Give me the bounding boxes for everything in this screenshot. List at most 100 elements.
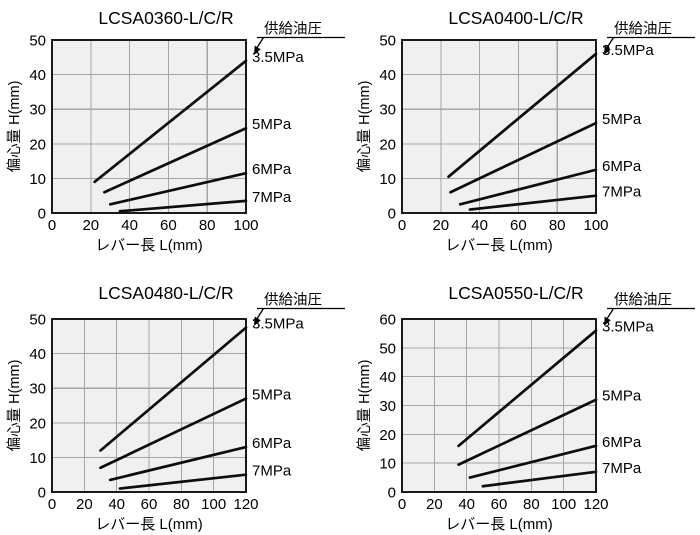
- y-tick-label: 50: [29, 33, 46, 50]
- series-label: 7MPa: [602, 460, 642, 477]
- annotation-leader-line: [255, 308, 265, 320]
- x-axis-label: レバー長 L(mm): [445, 516, 553, 533]
- series-line-6MPa: [108, 171, 248, 206]
- plot-border: [400, 317, 598, 494]
- series-line-7MPa: [118, 473, 248, 490]
- y-tick-label: 20: [379, 427, 396, 444]
- x-tick-label: 0: [48, 217, 56, 234]
- y-tick-label: 50: [379, 340, 396, 357]
- series-line-7MPa: [468, 194, 598, 211]
- chart-title: LCSA0550-L/C/R: [448, 283, 583, 303]
- x-tick-label: 80: [173, 496, 190, 513]
- chart-canvas-lcsa0400: 3.5MPa 5MPa 6MPa 7MPa 0 20 40 60 80 100 0 10 20 30 40 5…: [356, 8, 695, 254]
- y-tick-label: 30: [379, 102, 396, 119]
- plot-border: [50, 317, 248, 494]
- x-tick-label: 120: [583, 496, 608, 513]
- series-line-5MPa: [457, 398, 598, 466]
- series-line-3.5MPa: [99, 326, 248, 452]
- series-label: 6MPa: [252, 161, 292, 178]
- series-label: 3.5MPa: [602, 42, 654, 59]
- plot-area: [52, 40, 246, 213]
- y-axis-label: 偏心量 H(mm): [356, 360, 373, 452]
- y-axis-label: 偏心量 H(mm): [356, 81, 373, 173]
- chart-canvas-lcsa0550: 3.5MPa 5MPa 6MPa 7MPa 0 20 40 60 80 100 120 0 10 20 30…: [356, 283, 695, 533]
- series-label: 5MPa: [252, 387, 292, 404]
- x-axis-label: レバー長 L(mm): [445, 237, 553, 254]
- x-tick-label: 60: [160, 217, 177, 234]
- chart-lcsa0550: 3.5MPa 5MPa 6MPa 7MPa 0 20 40 60 80 100 120 0 10 20 30…: [350, 267, 700, 534]
- x-tick-label: 40: [108, 496, 125, 513]
- series-label: 6MPa: [602, 434, 642, 451]
- x-axis-label: レバー長 L(mm): [95, 516, 203, 533]
- series-line-7MPa: [481, 470, 598, 488]
- y-tick-label: 10: [379, 171, 396, 188]
- x-tick-label: 40: [471, 217, 488, 234]
- y-tick-label: 10: [29, 450, 46, 467]
- series-line-3.5MPa: [93, 59, 248, 184]
- series-line-5MPa: [99, 397, 248, 470]
- x-tick-label: 80: [523, 496, 540, 513]
- y-tick-label: 40: [29, 346, 46, 363]
- x-tick-label: 100: [551, 496, 576, 513]
- series-line-3.5MPa: [457, 329, 598, 448]
- chart-lcsa0480: 3.5MPa 5MPa 6MPa 7MPa 0 20 40 60 80 100 120 0 10 20 30…: [0, 267, 350, 534]
- annotation-arrowhead-icon: [254, 316, 261, 326]
- y-tick-label: 50: [379, 33, 396, 50]
- x-tick-label: 40: [121, 217, 138, 234]
- x-tick-label: 100: [201, 496, 226, 513]
- y-tick-label: 0: [388, 485, 396, 502]
- series-label: 7MPa: [252, 189, 292, 206]
- plot-border: [50, 38, 248, 215]
- x-tick-label: 20: [426, 496, 443, 513]
- y-tick-label: 40: [379, 67, 396, 84]
- supply-pressure-annotation: 供給油圧: [614, 292, 672, 309]
- y-tick-label: 60: [379, 312, 396, 329]
- supply-pressure-annotation: 供給油圧: [264, 292, 322, 309]
- annotation-arrowhead-icon: [604, 45, 611, 55]
- x-tick-label: 100: [233, 217, 258, 234]
- chart-title: LCSA0360-L/C/R: [98, 8, 233, 28]
- series-line-7MPa: [118, 199, 248, 213]
- x-tick-label: 120: [233, 496, 258, 513]
- x-tick-label: 20: [432, 217, 449, 234]
- chart-lcsa0360: 3.5MPa 5MPa 6MPa 7MPa 0 20 40 60 80 100 0 10 20 30 40 5…: [0, 0, 350, 267]
- y-tick-label: 0: [38, 485, 46, 502]
- y-tick-label: 10: [29, 171, 46, 188]
- annotation-arrowhead-icon: [604, 316, 611, 326]
- series-line-5MPa: [103, 126, 248, 194]
- chart-title: LCSA0400-L/C/R: [448, 8, 583, 28]
- series-label: 5MPa: [602, 111, 642, 128]
- annotation-arrowhead-icon: [254, 45, 261, 55]
- y-tick-label: 30: [29, 102, 46, 119]
- x-tick-label: 60: [491, 496, 508, 513]
- series-line-6MPa: [108, 445, 248, 482]
- series-label: 3.5MPa: [252, 316, 304, 333]
- supply-pressure-annotation: 供給油圧: [614, 21, 672, 38]
- y-tick-label: 20: [29, 415, 46, 432]
- y-tick-label: 0: [38, 206, 46, 223]
- y-tick-label: 20: [29, 136, 46, 153]
- chart-title: LCSA0480-L/C/R: [98, 283, 233, 303]
- series-line-5MPa: [449, 121, 598, 194]
- x-tick-label: 40: [458, 496, 475, 513]
- series-label: 5MPa: [602, 388, 642, 405]
- annotation-leader-line: [605, 308, 615, 320]
- x-tick-label: 60: [141, 496, 158, 513]
- x-tick-label: 80: [199, 217, 216, 234]
- series-line-3.5MPa: [447, 52, 598, 179]
- y-tick-label: 30: [29, 381, 46, 398]
- chart-lcsa0400: 3.5MPa 5MPa 6MPa 7MPa 0 20 40 60 80 100 0 10 20 30 40 5…: [350, 0, 700, 267]
- plot-border: [400, 38, 598, 215]
- x-tick-label: 0: [398, 496, 406, 513]
- x-tick-label: 20: [76, 496, 93, 513]
- x-tick-label: 80: [549, 217, 566, 234]
- annotation-leader-line: [605, 37, 615, 49]
- x-tick-label: 0: [48, 496, 56, 513]
- y-tick-label: 10: [379, 456, 396, 473]
- x-axis-label: レバー長 L(mm): [95, 237, 203, 254]
- gridlines: [52, 40, 246, 213]
- series-label: 7MPa: [252, 463, 292, 480]
- series-label: 3.5MPa: [252, 49, 304, 66]
- x-tick-label: 20: [82, 217, 99, 234]
